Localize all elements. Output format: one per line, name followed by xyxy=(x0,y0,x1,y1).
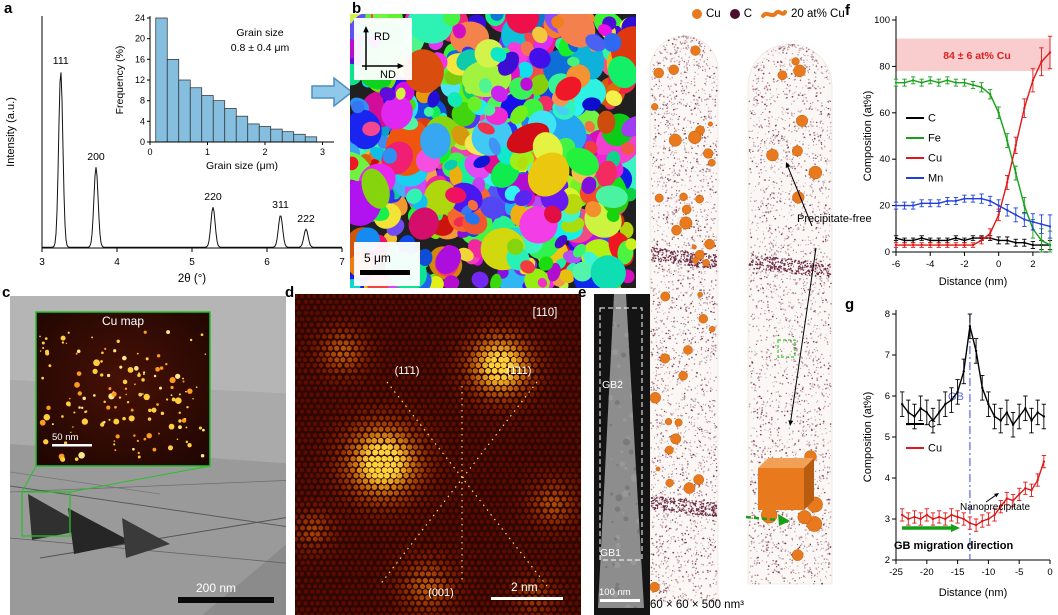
isosurface-icon xyxy=(761,9,788,18)
svg-text:2θ (°): 2θ (°) xyxy=(178,273,206,285)
panel-label-e: e xyxy=(578,284,587,301)
apt-legend-label: 20 at% Cu xyxy=(791,8,845,20)
apt-legend-item: C xyxy=(729,8,753,20)
svg-text:311: 311 xyxy=(272,199,289,211)
svg-text:5 μm: 5 μm xyxy=(364,251,391,265)
svg-text:16: 16 xyxy=(135,54,145,64)
panel-a-xrd-chart: 3 4 5 6 72θ (°)Intensity (a.u.)1112002203112… xyxy=(5,16,345,285)
panel-label-a: a xyxy=(4,0,13,17)
svg-text:12: 12 xyxy=(135,75,145,85)
svg-text:0: 0 xyxy=(140,137,145,147)
apt-legend-label: Cu xyxy=(706,8,721,20)
cu-isosurface-box xyxy=(758,468,804,510)
panel-label-b: b xyxy=(352,0,362,17)
svg-text:7: 7 xyxy=(339,257,345,268)
panel-b-ebsd-map: RD ND 5 μm xyxy=(350,14,636,288)
svg-text:111: 111 xyxy=(53,55,69,67)
svg-text:1: 1 xyxy=(205,147,210,157)
apt-legend: Cu C 20 at% Cu xyxy=(692,8,845,20)
svg-text:Frequency (%): Frequency (%) xyxy=(114,46,126,115)
svg-text:0: 0 xyxy=(147,147,152,157)
svg-text:4: 4 xyxy=(114,257,120,268)
svg-text:5: 5 xyxy=(189,257,195,268)
apt-legend-item: Cu xyxy=(692,8,721,20)
svg-text:200: 200 xyxy=(87,151,105,163)
c-marker-icon xyxy=(729,9,740,19)
svg-text:4: 4 xyxy=(140,116,145,126)
svg-text:20: 20 xyxy=(135,34,145,44)
panel-d-haadf-image: (11̄1) (1̄11)(001)[110]2 nm xyxy=(295,294,581,615)
svg-text:220: 220 xyxy=(204,191,222,203)
svg-text:6: 6 xyxy=(264,257,270,268)
cu-marker-icon xyxy=(692,9,702,19)
apt-legend-item: 20 at% Cu xyxy=(761,8,845,20)
svg-text:Grain size: Grain size xyxy=(236,27,283,39)
panel-label-d: d xyxy=(285,284,295,301)
svg-text:2: 2 xyxy=(262,147,267,157)
svg-text:RD: RD xyxy=(374,31,390,43)
svg-text:3: 3 xyxy=(39,257,45,268)
apt-dimensions-caption: 60 × 60 × 500 nm³ xyxy=(650,599,744,611)
svg-text:ND: ND xyxy=(380,69,396,81)
panel-label-f: f xyxy=(845,2,850,19)
inset-to-ebsd-arrow-icon xyxy=(311,76,354,108)
svg-text:222: 222 xyxy=(297,213,315,225)
panel-label-c: c xyxy=(2,284,11,301)
precipitate-free-annotation: Precipitate-free xyxy=(797,213,872,225)
panel-label-g: g xyxy=(845,296,855,313)
svg-text:0.8 ± 0.4 μm: 0.8 ± 0.4 μm xyxy=(231,42,290,54)
svg-text:Intensity (a.u.): Intensity (a.u.) xyxy=(5,97,17,167)
apt-legend-label: C xyxy=(743,8,753,20)
xrd-curve xyxy=(42,72,342,248)
svg-text:Grain size (μm): Grain size (μm) xyxy=(206,160,278,172)
svg-text:8: 8 xyxy=(140,96,145,106)
svg-text:24: 24 xyxy=(135,13,145,23)
panel-f-composition-profile-chart: 84 ± 6 at% Cu-6 -4 -2 0 2020406080100Distanc… xyxy=(862,15,1053,288)
svg-text:3: 3 xyxy=(320,147,325,157)
